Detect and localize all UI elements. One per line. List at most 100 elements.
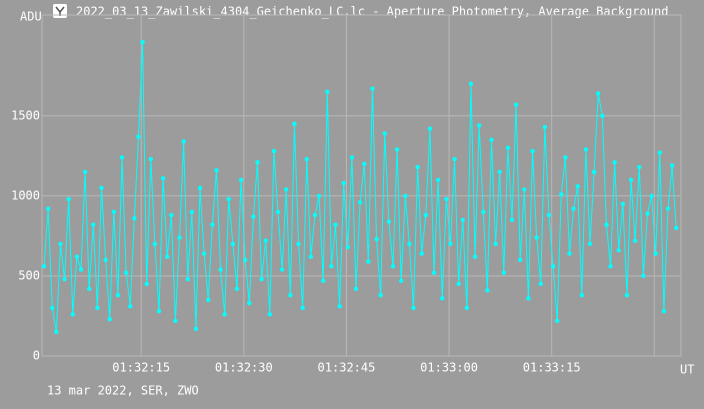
data-point bbox=[501, 270, 507, 275]
data-point bbox=[128, 304, 133, 309]
data-point bbox=[201, 251, 207, 256]
data-point bbox=[308, 254, 314, 259]
x-tick-label: 01:33:15 bbox=[523, 361, 581, 375]
data-point bbox=[419, 251, 424, 256]
data-point bbox=[476, 123, 482, 128]
data-point bbox=[394, 147, 400, 152]
data-point bbox=[632, 238, 638, 243]
data-point bbox=[54, 329, 59, 335]
data-point bbox=[300, 305, 305, 311]
data-point bbox=[485, 288, 490, 293]
data-point bbox=[341, 180, 346, 186]
data-point bbox=[349, 155, 355, 160]
data-point bbox=[620, 201, 626, 207]
data-point bbox=[444, 196, 449, 202]
data-point bbox=[456, 281, 461, 287]
data-point bbox=[661, 308, 667, 314]
x-tick-label: 01:33:00 bbox=[420, 361, 478, 375]
data-point bbox=[345, 244, 351, 250]
data-point bbox=[423, 212, 429, 218]
data-point bbox=[189, 209, 195, 215]
data-point bbox=[452, 156, 457, 162]
data-point bbox=[468, 81, 474, 87]
data-point bbox=[649, 193, 654, 199]
data-point bbox=[95, 305, 100, 311]
data-point bbox=[132, 216, 137, 221]
data-point bbox=[251, 214, 256, 219]
data-point bbox=[156, 308, 162, 314]
data-point bbox=[591, 169, 597, 175]
data-point bbox=[333, 222, 338, 227]
data-point bbox=[70, 312, 75, 317]
data-point bbox=[263, 238, 268, 243]
data-point bbox=[374, 236, 379, 242]
data-point bbox=[177, 235, 182, 240]
data-point bbox=[509, 217, 515, 223]
data-point bbox=[481, 209, 486, 215]
data-point bbox=[522, 187, 527, 192]
data-point bbox=[288, 292, 293, 298]
data-point bbox=[247, 300, 252, 306]
data-point bbox=[62, 276, 67, 282]
data-point bbox=[185, 276, 190, 282]
data-point bbox=[411, 305, 416, 311]
data-point bbox=[50, 305, 55, 311]
data-point bbox=[674, 225, 679, 231]
data-point bbox=[218, 267, 223, 272]
data-point bbox=[325, 89, 330, 95]
x-tick-label: 01:32:30 bbox=[215, 361, 273, 375]
data-point bbox=[271, 148, 277, 154]
data-point bbox=[255, 160, 260, 165]
data-point bbox=[637, 164, 642, 170]
data-point bbox=[206, 297, 211, 303]
data-point bbox=[415, 164, 420, 170]
data-point bbox=[612, 160, 617, 165]
data-point bbox=[571, 206, 576, 211]
data-point bbox=[173, 318, 178, 323]
data-point bbox=[608, 264, 613, 269]
x-axis-label: UT bbox=[680, 363, 694, 377]
data-point bbox=[226, 196, 231, 202]
data-point bbox=[530, 148, 535, 154]
data-point bbox=[403, 193, 408, 199]
data-point bbox=[353, 286, 359, 291]
data-point bbox=[398, 278, 404, 283]
data-point bbox=[526, 296, 531, 301]
data-point bbox=[111, 209, 117, 215]
data-point bbox=[653, 251, 658, 256]
data-point bbox=[362, 161, 367, 167]
data-point bbox=[587, 241, 593, 247]
data-point bbox=[165, 254, 170, 259]
data-point bbox=[567, 251, 572, 256]
data-point bbox=[600, 113, 605, 119]
y-tick-label: 0 bbox=[33, 349, 40, 363]
data-point bbox=[284, 187, 289, 192]
data-point bbox=[665, 206, 671, 211]
data-point bbox=[448, 241, 453, 247]
data-point bbox=[119, 155, 125, 160]
data-point bbox=[563, 155, 568, 160]
data-point bbox=[641, 273, 646, 279]
data-point bbox=[242, 257, 248, 263]
data-point bbox=[538, 281, 543, 287]
data-point bbox=[382, 131, 387, 136]
data-point bbox=[193, 326, 199, 331]
y-tick-label: 1000 bbox=[11, 188, 40, 202]
data-point bbox=[267, 312, 273, 317]
data-point bbox=[279, 267, 285, 272]
data-point bbox=[210, 222, 215, 227]
data-point bbox=[628, 177, 634, 183]
data-point bbox=[234, 286, 240, 291]
data-point bbox=[513, 102, 519, 107]
data-point bbox=[45, 206, 51, 211]
data-point bbox=[230, 241, 236, 247]
data-point bbox=[472, 254, 478, 259]
data-point bbox=[107, 316, 112, 322]
data-point bbox=[58, 241, 63, 247]
data-point bbox=[550, 264, 556, 269]
data-point bbox=[259, 276, 264, 282]
data-point bbox=[292, 121, 297, 127]
